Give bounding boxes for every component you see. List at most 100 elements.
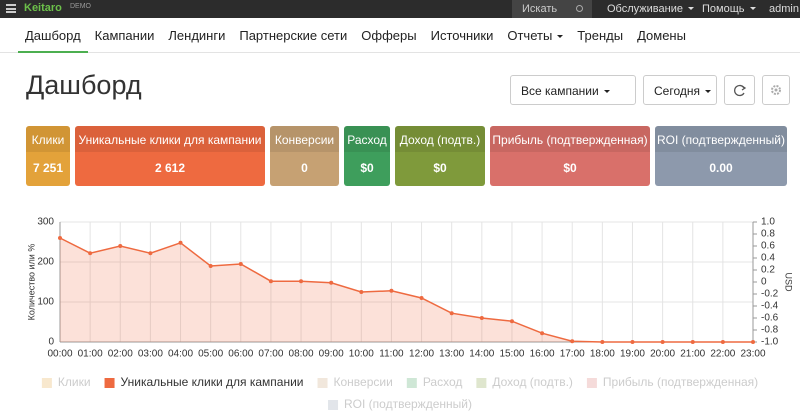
x-tick-label: 20:00 [650,349,675,360]
y2-tick-label: -1.0 [761,337,779,348]
logo[interactable]: Keitaro [24,2,62,14]
data-point [178,240,183,245]
y2-tick-label: -0.2 [761,289,779,300]
menu-item[interactable]: Отчеты [500,18,570,53]
settings-button[interactable] [762,75,790,105]
stat-card: Уникальные клики для кампании 2 612 [75,126,265,186]
stat-value: $0 [433,161,447,175]
legend-label: Доход (подтв.) [492,375,573,389]
legend-item[interactable]: Доход (подтв.) [476,375,573,389]
stat-label: Прибыль (подтвержденная) [490,126,650,152]
legend-label: Прибыль (подтвержденная) [603,375,758,389]
series-line [59,237,753,343]
x-tick-label: 19:00 [620,349,645,360]
nav-menu[interactable]: Обслуживание [607,3,694,15]
menu-item[interactable]: Лендинги [168,28,226,43]
x-tick-label: 02:00 [108,349,133,360]
menu-toggle[interactable] [6,4,16,13]
stat-value: 7 251 [32,161,64,175]
data-point [479,316,484,320]
stat-value: 2 612 [154,161,186,175]
x-tick-label: 09:00 [319,349,344,360]
y2-tick-label: -0.6 [761,313,779,324]
stat-label: Конверсии [270,126,339,152]
menu-item[interactable]: Офферы [361,28,417,43]
x-tick-label: 17:00 [560,349,585,360]
data-point [419,296,424,300]
data-point [148,251,153,256]
y-axis-title: Количество или % [26,244,36,321]
data-point [329,280,334,285]
data-point [660,340,665,344]
navbar: Keitaro DEMO Искать Обслуживание Помощь … [0,0,800,18]
refresh-button[interactable] [724,75,755,105]
x-tick-label: 15:00 [499,349,524,360]
x-tick-label: 14:00 [469,349,494,360]
legend-swatch [41,378,52,388]
x-tick-label: 16:00 [530,349,555,360]
data-point [690,340,695,344]
stat-label: Клики [26,126,70,152]
badge: DEMO [70,3,91,10]
search-box[interactable]: Искать [512,0,592,18]
y2-tick-label: 1.0 [761,217,775,228]
data-point [238,262,243,266]
data-point [268,279,273,284]
menu-item[interactable]: Партнерские сети [239,28,348,43]
y2-tick-label: 0.8 [761,229,775,240]
legend-swatch [328,400,339,410]
legend-item[interactable]: Расход [406,375,463,389]
stat-value: 0 [301,161,308,175]
stat-label: Уникальные клики для кампании [75,126,265,152]
stat-value: 0.00 [709,161,733,175]
legend-label: ROI (подтвержденный) [344,397,472,411]
data-point [208,264,213,268]
menu-item[interactable]: Домены [637,28,686,43]
stats-cards: Клики 7 251 Уникальные клики для кампании 2… [26,126,787,186]
x-tick-label: 07:00 [258,349,283,360]
data-point [630,340,635,344]
user-menu[interactable]: admin [769,3,799,15]
data-point [570,339,575,344]
x-tick-label: 11:00 [379,349,404,360]
x-tick-label: 21:00 [680,349,705,360]
y-tick-label: 200 [37,257,54,268]
data-point [509,319,514,324]
legend-item[interactable]: Конверсии [317,375,393,389]
x-tick-label: 18:00 [590,349,615,360]
stat-card: Расход $0 [344,126,390,186]
x-tick-label: 22:00 [710,349,735,360]
menu-item[interactable]: Тренды [577,28,624,43]
menu-item[interactable]: Источники [430,28,494,43]
menu-item[interactable]: Дашборд [18,18,88,53]
campaign-select[interactable]: Все кампании [510,75,636,105]
data-point [751,340,755,344]
period-select[interactable]: Сегодня [643,75,717,105]
legend-swatch [104,378,115,388]
data-point [389,288,394,293]
legend-item[interactable]: Прибыль (подтвержденная) [586,375,758,389]
nav-menu[interactable]: Помощь [702,3,756,15]
menu-item[interactable]: Кампании [94,28,155,43]
legend-item[interactable]: Клики [41,375,91,389]
stat-card: ROI (подтвержденный) 0.00 [655,126,787,186]
legend-swatch [317,378,328,388]
stat-value: $0 [563,161,577,175]
legend-label: Уникальные клики для кампании [121,375,304,389]
legend-label: Расход [423,375,463,389]
stat-card: Конверсии 0 [270,126,339,186]
data-point [359,290,364,294]
x-tick-label: 03:00 [138,349,163,360]
chart: 0100200300-1.0-0.8-0.6-0.4-0.200.20.40.6… [26,217,794,412]
y2-tick-label: 0.6 [761,241,775,252]
y-tick-label: 300 [37,217,54,228]
x-tick-label: 12:00 [409,349,434,360]
data-point [299,279,304,284]
x-tick-label: 01:00 [78,349,103,360]
y2-axis-title: USD [784,272,794,292]
page-title: Дашборд [26,70,142,100]
legend-item[interactable]: Уникальные клики для кампании [104,375,304,389]
legend-item[interactable]: ROI (подтвержденный) [328,397,472,411]
y-tick-label: 0 [48,337,54,348]
y2-tick-label: 0.4 [761,253,775,264]
